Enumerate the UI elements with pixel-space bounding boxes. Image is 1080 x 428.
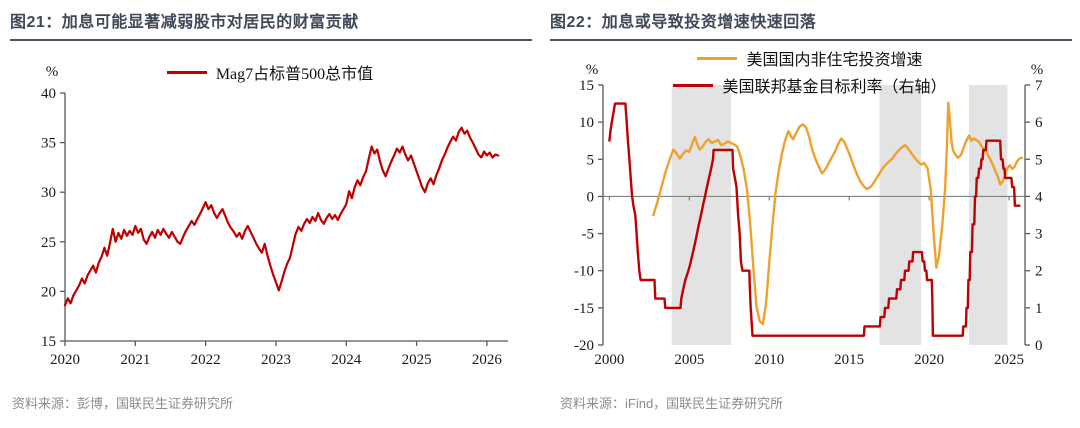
svg-text:2026: 2026 <box>472 352 503 368</box>
svg-text:2: 2 <box>1035 264 1043 280</box>
svg-text:-5: -5 <box>582 227 595 243</box>
svg-text:1: 1 <box>1035 301 1043 317</box>
svg-text:2005: 2005 <box>674 352 704 368</box>
svg-text:-20: -20 <box>574 338 594 354</box>
figure-22-title: 图22：加息或导致投资增速快速回落 <box>550 8 1072 41</box>
svg-text:2022: 2022 <box>191 352 221 368</box>
svg-text:30: 30 <box>41 185 56 201</box>
legend-item-mag7: Mag7占标普500总市值 <box>166 60 374 84</box>
svg-text:2020: 2020 <box>914 352 944 368</box>
legend-label-fedfunds: 美国联邦基金目标利率（右轴） <box>722 79 947 96</box>
figure-22-panel: 图22：加息或导致投资增速快速回落 15 10 5 0 -5 -10 -15 -20% 7 6 5 4… <box>540 0 1080 428</box>
legend-item-investment: 美国国内非住宅投资增速 <box>697 46 923 70</box>
svg-text:2020: 2020 <box>50 352 80 368</box>
svg-text:2010: 2010 <box>754 352 784 368</box>
svg-text:15: 15 <box>41 334 56 350</box>
svg-text:0: 0 <box>1035 338 1043 354</box>
svg-text:10: 10 <box>579 115 594 131</box>
figure-21-panel: 图21：加息可能显著减弱股市对居民的财富贡献 40 35 30 25 20 15% 2020… <box>0 8 540 411</box>
svg-text:2025: 2025 <box>994 352 1024 368</box>
svg-text:2024: 2024 <box>331 352 362 368</box>
figure-22-legend: 美国国内非住宅投资增速 美国联邦基金目标利率（右轴） <box>540 46 1080 97</box>
orange-line-swatch <box>697 56 738 60</box>
svg-text:25: 25 <box>41 235 56 251</box>
svg-text:%: % <box>586 62 599 78</box>
legend-label-mag7: Mag7占标普500总市值 <box>215 66 374 83</box>
svg-text:2021: 2021 <box>120 352 150 368</box>
svg-text:15: 15 <box>579 78 594 94</box>
svg-text:20: 20 <box>41 284 56 300</box>
svg-text:35: 35 <box>41 136 56 152</box>
svg-text:2000: 2000 <box>594 352 624 368</box>
figure-21-legend: Mag7占标普500总市值 <box>0 60 540 84</box>
svg-text:2025: 2025 <box>402 352 432 368</box>
svg-text:40: 40 <box>41 86 56 102</box>
svg-text:5: 5 <box>1035 152 1043 168</box>
svg-text:7: 7 <box>1035 78 1043 94</box>
svg-text:-10: -10 <box>574 264 594 280</box>
red-line-swatch <box>673 83 714 87</box>
figure-21-source: 资料来源：彭博，国联民生证券研究所 <box>12 396 234 411</box>
legend-item-fedfunds: 美国联邦基金目标利率（右轴） <box>673 73 947 97</box>
svg-text:0: 0 <box>587 189 595 205</box>
red-line-swatch <box>166 70 207 74</box>
svg-text:%: % <box>46 64 59 80</box>
figure-21-title: 图21：加息可能显著减弱股市对居民的财富贡献 <box>10 8 532 41</box>
legend-label-investment: 美国国内非住宅投资增速 <box>746 52 923 69</box>
svg-text:6: 6 <box>1035 115 1043 131</box>
svg-text:2015: 2015 <box>834 352 864 368</box>
svg-text:-15: -15 <box>574 301 594 317</box>
figure-22-source: 资料来源：iFind，国联民生证券研究所 <box>560 396 784 411</box>
svg-text:2023: 2023 <box>261 352 291 368</box>
svg-text:5: 5 <box>587 152 595 168</box>
svg-text:3: 3 <box>1035 227 1043 243</box>
svg-text:4: 4 <box>1035 189 1043 205</box>
mag7-share-line-chart: 40 35 30 25 20 15% 2020 2021 2022 2023 2024 2025 202… <box>41 64 508 368</box>
svg-text:%: % <box>1031 62 1044 78</box>
